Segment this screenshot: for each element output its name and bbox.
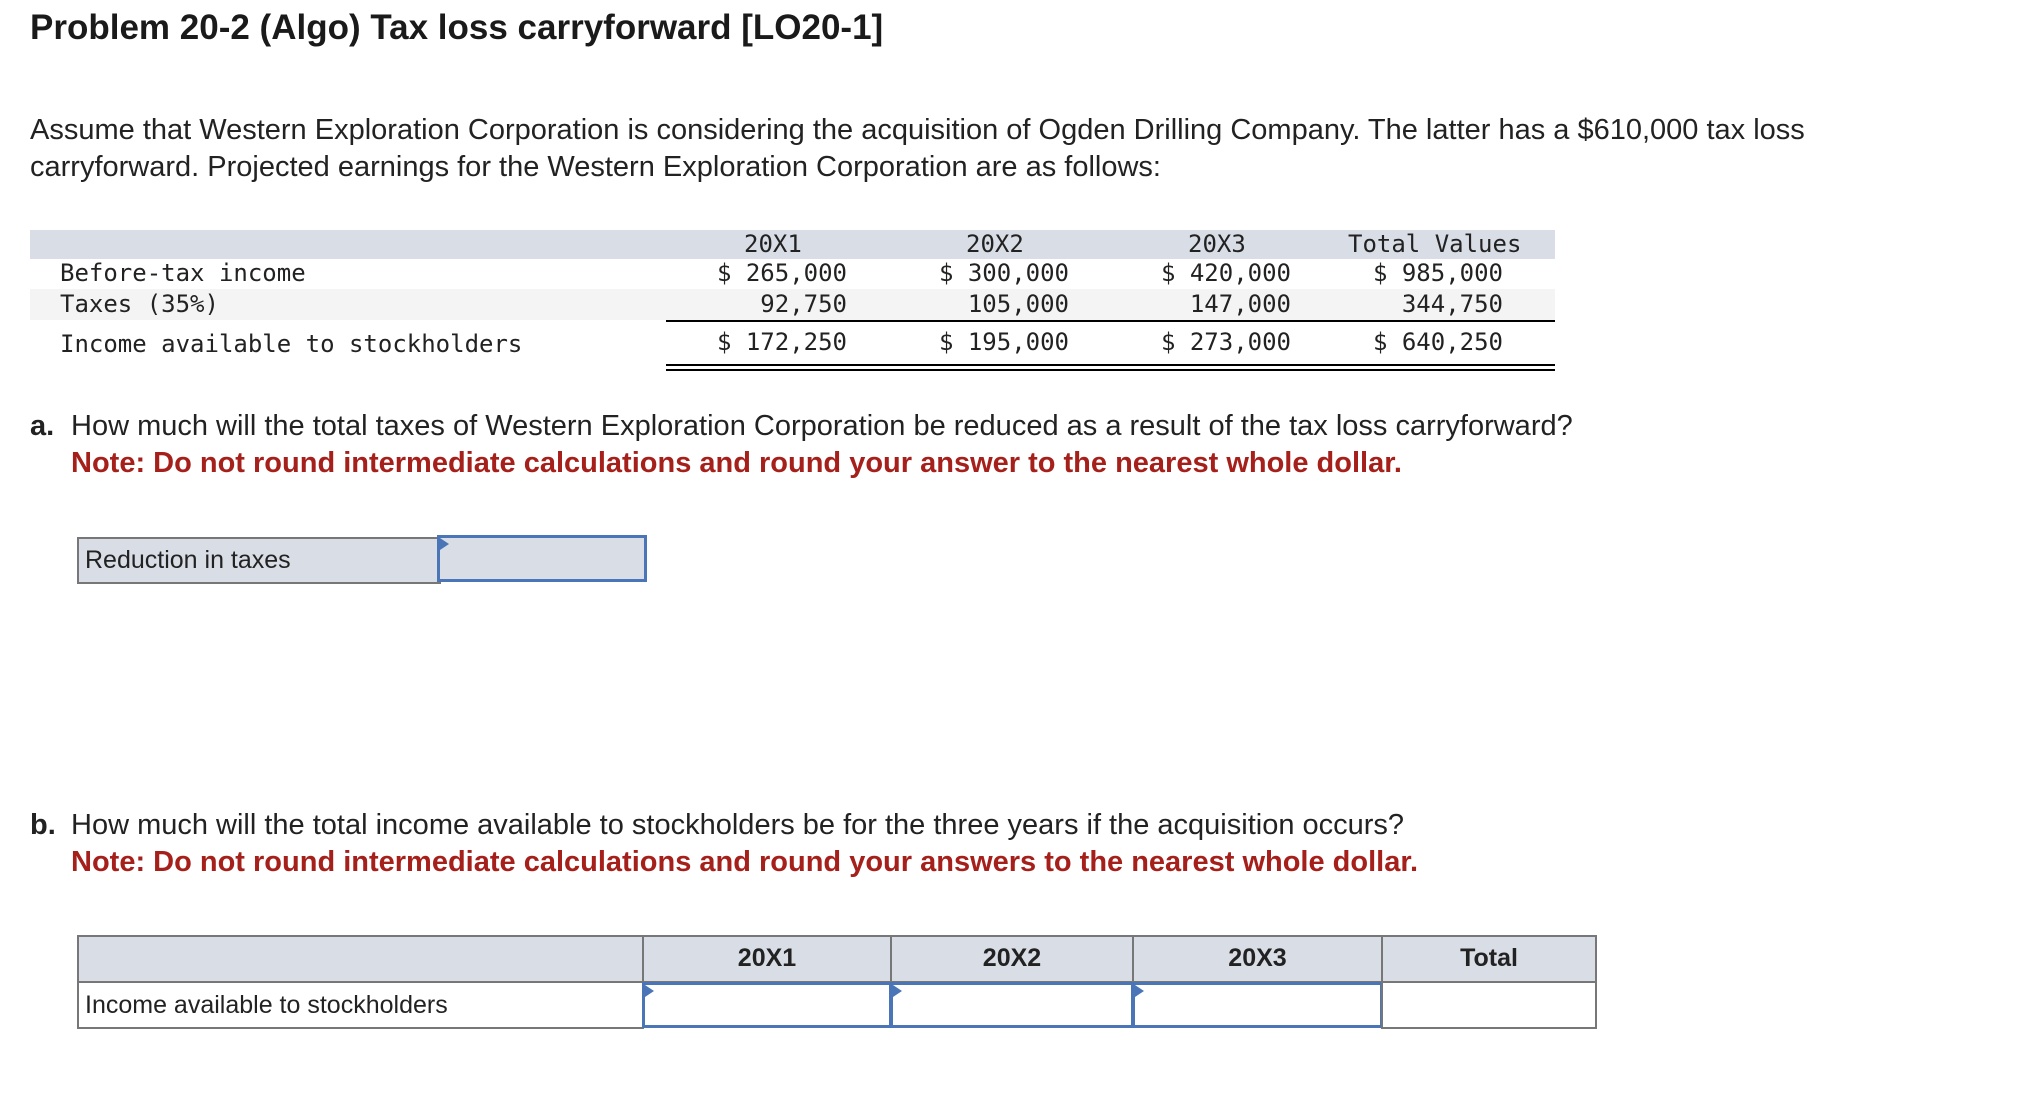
value-cell: 344,750	[1401, 290, 1503, 318]
col-header-total: Total	[1381, 935, 1597, 983]
income-available-label: Income available to stockholders	[77, 981, 644, 1029]
value-cell: $ 985,000	[1372, 259, 1503, 287]
projected-earnings-table: 20X1 20X2 20X3 Total Values Before-tax i…	[30, 230, 1555, 375]
row-stripe	[30, 289, 1555, 320]
subtotal-rule	[666, 320, 1555, 322]
col-header-20x1: 20X1	[642, 935, 892, 983]
row-label: Before-tax income	[60, 259, 306, 287]
col-header-20x3: 20X3	[1132, 935, 1383, 983]
col-header-20x2: 20X2	[890, 935, 1134, 983]
double-rule-bottom	[666, 369, 1555, 371]
double-rule-top	[666, 364, 1555, 366]
reduction-in-taxes-label: Reduction in taxes	[77, 537, 441, 584]
row-label: Income available to stockholders	[60, 330, 523, 358]
value-cell: 92,750	[760, 290, 847, 318]
income-20x1-input[interactable]	[642, 982, 892, 1028]
col-header-20x2: 20X2	[966, 230, 1024, 258]
value-cell: $ 195,000	[938, 328, 1069, 356]
question-b-text: How much will the total income available…	[71, 809, 1405, 841]
question-a-text: How much will the total taxes of Western…	[71, 410, 1573, 442]
question-a-label: a.	[30, 410, 55, 442]
value-cell: 105,000	[967, 290, 1069, 318]
value-cell: $ 640,250	[1372, 328, 1503, 356]
header-blank-cell	[77, 935, 644, 983]
col-header-20x1: 20X1	[744, 230, 802, 258]
problem-intro: Assume that Western Exploration Corporat…	[30, 114, 1805, 183]
value-cell: $ 300,000	[938, 259, 1069, 287]
question-b-label: b.	[30, 809, 56, 841]
income-20x2-input[interactable]	[890, 982, 1134, 1028]
question-b-note: Note: Do not round intermediate calculat…	[71, 846, 1419, 878]
col-header-20x3: 20X3	[1188, 230, 1246, 258]
question-a-note: Note: Do not round intermediate calculat…	[71, 447, 1402, 479]
value-cell: $ 273,000	[1160, 328, 1291, 356]
income-20x3-input[interactable]	[1132, 982, 1383, 1028]
value-cell: $ 420,000	[1160, 259, 1291, 287]
page-title: Problem 20-2 (Algo) Tax loss carryforwar…	[30, 8, 884, 47]
row-label: Taxes (35%)	[60, 290, 219, 318]
income-total-cell	[1381, 981, 1597, 1029]
value-cell: $ 265,000	[716, 259, 847, 287]
reduction-in-taxes-input[interactable]	[437, 535, 647, 582]
table-header-band	[30, 230, 1555, 259]
value-cell: $ 172,250	[716, 328, 847, 356]
col-header-total: Total Values	[1348, 230, 1522, 258]
value-cell: 147,000	[1189, 290, 1291, 318]
